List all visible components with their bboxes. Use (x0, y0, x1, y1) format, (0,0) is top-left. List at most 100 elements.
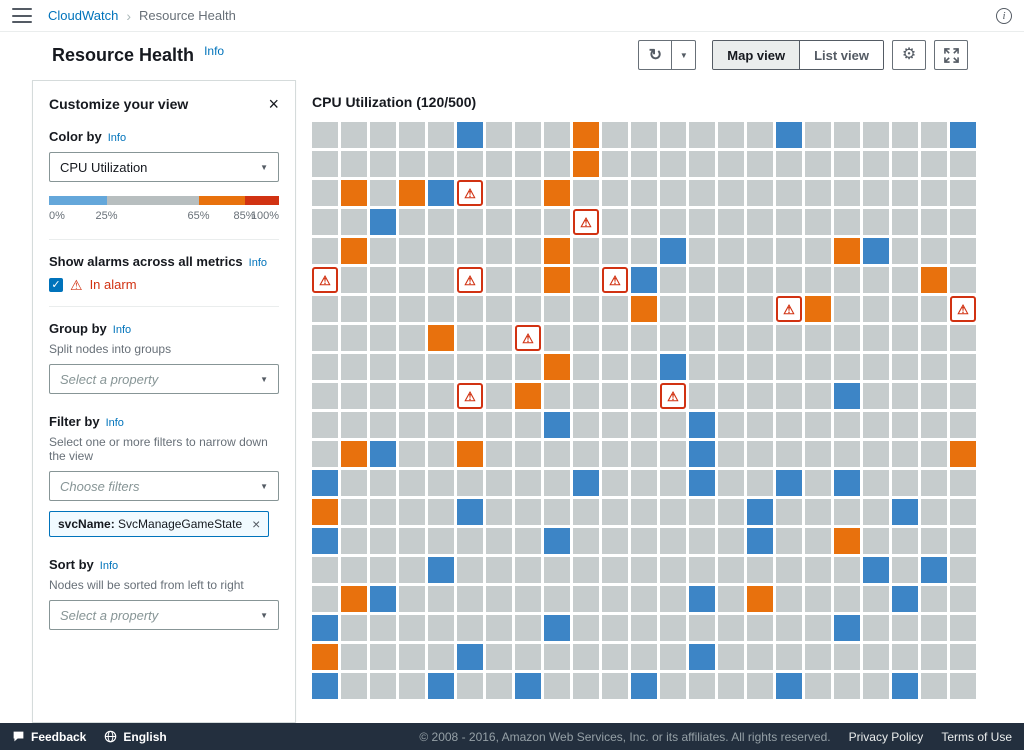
node-cell[interactable] (515, 499, 541, 525)
node-cell[interactable] (428, 296, 454, 322)
node-cell[interactable] (921, 412, 947, 438)
node-cell[interactable] (689, 615, 715, 641)
node-cell[interactable] (950, 122, 976, 148)
node-cell[interactable] (544, 615, 570, 641)
node-cell[interactable] (457, 673, 483, 699)
node-cell[interactable] (892, 586, 918, 612)
node-cell[interactable] (341, 441, 367, 467)
refresh-options-button[interactable]: ▼ (672, 40, 697, 70)
node-cell[interactable] (428, 325, 454, 351)
node-cell[interactable] (718, 412, 744, 438)
node-cell[interactable] (399, 209, 425, 235)
node-cell[interactable] (515, 122, 541, 148)
node-cell[interactable] (631, 412, 657, 438)
node-cell[interactable] (370, 470, 396, 496)
node-cell[interactable] (631, 267, 657, 293)
node-cell[interactable] (892, 354, 918, 380)
node-cell[interactable] (747, 209, 773, 235)
node-cell[interactable] (863, 238, 889, 264)
node-cell[interactable] (573, 615, 599, 641)
node-cell[interactable] (950, 354, 976, 380)
node-cell[interactable] (863, 325, 889, 351)
node-cell[interactable] (428, 470, 454, 496)
node-cell[interactable] (921, 180, 947, 206)
node-cell[interactable] (544, 557, 570, 583)
node-cell[interactable] (834, 209, 860, 235)
node-cell[interactable] (631, 586, 657, 612)
node-cell[interactable] (631, 615, 657, 641)
node-cell[interactable] (805, 383, 831, 409)
node-cell[interactable] (747, 615, 773, 641)
node-cell[interactable] (544, 325, 570, 351)
node-cell[interactable] (689, 383, 715, 409)
node-cell[interactable] (921, 470, 947, 496)
node-cell[interactable] (399, 412, 425, 438)
node-cell[interactable] (486, 122, 512, 148)
node-cell[interactable] (950, 238, 976, 264)
node-cell[interactable] (834, 499, 860, 525)
node-cell[interactable] (602, 122, 628, 148)
node-cell[interactable] (660, 528, 686, 554)
node-cell[interactable] (602, 383, 628, 409)
node-cell[interactable] (834, 412, 860, 438)
node-cell[interactable] (805, 441, 831, 467)
node-cell[interactable] (631, 209, 657, 235)
node-cell[interactable] (718, 557, 744, 583)
node-cell[interactable] (312, 586, 338, 612)
map-view-button[interactable]: Map view (713, 41, 800, 69)
node-cell[interactable] (341, 238, 367, 264)
node-cell[interactable] (370, 296, 396, 322)
help-info-icon[interactable]: i (996, 7, 1012, 24)
node-cell[interactable] (370, 528, 396, 554)
node-cell[interactable] (515, 412, 541, 438)
node-cell[interactable] (341, 209, 367, 235)
node-cell[interactable] (689, 441, 715, 467)
node-cell[interactable] (428, 528, 454, 554)
node-cell-alarm[interactable]: ⚠ (602, 267, 628, 293)
node-cell[interactable] (689, 673, 715, 699)
node-cell[interactable] (892, 209, 918, 235)
node-cell[interactable] (515, 615, 541, 641)
node-cell[interactable] (776, 354, 802, 380)
node-cell[interactable] (370, 644, 396, 670)
node-cell[interactable] (399, 383, 425, 409)
node-cell[interactable] (950, 180, 976, 206)
node-cell[interactable] (892, 615, 918, 641)
node-cell[interactable] (515, 528, 541, 554)
node-cell-alarm[interactable]: ⚠ (950, 296, 976, 322)
node-cell[interactable] (312, 412, 338, 438)
node-cell[interactable] (341, 615, 367, 641)
node-cell[interactable] (834, 470, 860, 496)
node-cell[interactable] (631, 441, 657, 467)
node-cell[interactable] (370, 499, 396, 525)
node-cell[interactable] (834, 644, 860, 670)
node-cell[interactable] (747, 470, 773, 496)
node-cell[interactable] (747, 586, 773, 612)
node-cell-alarm[interactable]: ⚠ (660, 383, 686, 409)
node-cell[interactable] (312, 354, 338, 380)
node-cell[interactable] (312, 644, 338, 670)
node-cell[interactable] (950, 412, 976, 438)
node-cell[interactable] (718, 499, 744, 525)
node-cell[interactable] (660, 412, 686, 438)
node-cell[interactable] (776, 238, 802, 264)
node-cell[interactable] (892, 528, 918, 554)
node-cell[interactable] (544, 441, 570, 467)
feedback-link[interactable]: Feedback (12, 730, 86, 744)
node-cell[interactable] (370, 238, 396, 264)
node-cell[interactable] (718, 325, 744, 351)
node-cell[interactable] (573, 673, 599, 699)
node-cell[interactable] (892, 267, 918, 293)
node-cell[interactable] (486, 528, 512, 554)
node-cell[interactable] (457, 615, 483, 641)
node-cell[interactable] (776, 557, 802, 583)
node-cell[interactable] (544, 470, 570, 496)
node-cell[interactable] (747, 238, 773, 264)
page-title-info-link[interactable]: Info (204, 44, 225, 58)
node-cell[interactable] (718, 673, 744, 699)
node-cell[interactable] (660, 499, 686, 525)
node-cell[interactable] (602, 615, 628, 641)
node-cell[interactable] (573, 557, 599, 583)
node-cell[interactable] (718, 180, 744, 206)
node-cell[interactable] (341, 325, 367, 351)
